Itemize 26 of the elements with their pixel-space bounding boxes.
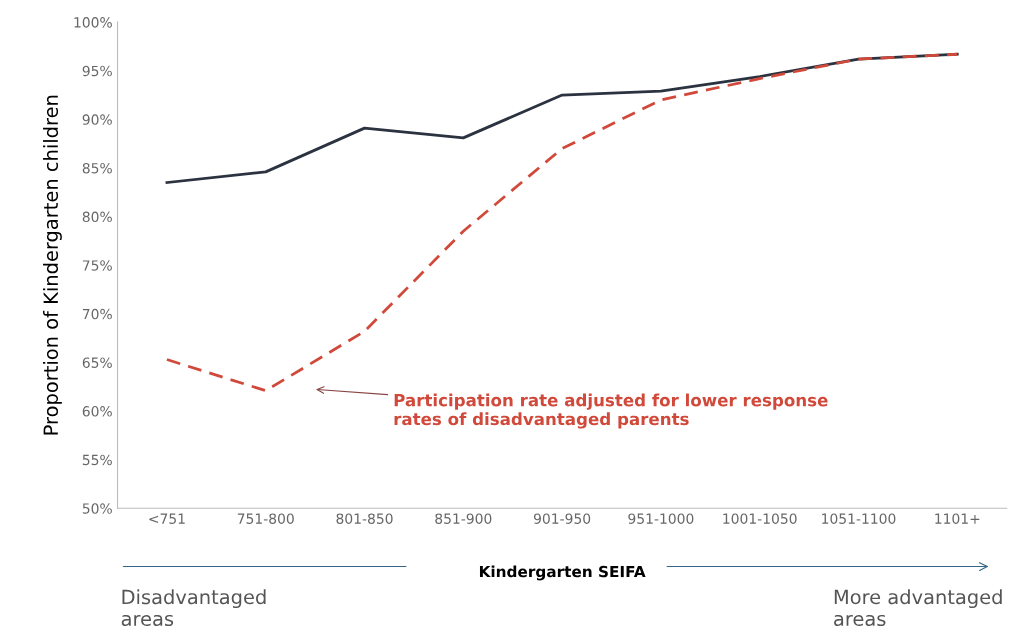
x-tick-label: 1101+ bbox=[935, 513, 980, 524]
x-tick-label: 1051-1100 bbox=[822, 513, 896, 524]
annotation: Participation rate adjusted for lower response rates of disadvantaged parents bbox=[394, 393, 828, 429]
y-tick-label: 65% bbox=[82, 357, 112, 368]
y-tick-label: 50% bbox=[82, 503, 112, 514]
y-tick-label: 60% bbox=[82, 406, 112, 417]
line-series bbox=[165, 52, 959, 393]
x-tick-label: 901-950 bbox=[533, 513, 591, 524]
x-axis-title: Kindergarten SEIFA bbox=[479, 565, 646, 581]
y-tick-label: 75% bbox=[82, 260, 112, 271]
x-tick-label: 801-850 bbox=[336, 513, 393, 524]
y-tick-label: 85% bbox=[82, 162, 112, 174]
x-tick-label: 751-800 bbox=[237, 513, 294, 524]
y-axis-title: Proportion of Kindergarten children bbox=[43, 95, 62, 435]
y-tick-label: 80% bbox=[82, 211, 112, 223]
x-tick-label: 851-900 bbox=[435, 513, 492, 524]
x-tick-label: 1001-1050 bbox=[723, 513, 797, 524]
y-tick-label: 55% bbox=[82, 454, 112, 466]
text: More advantaged areas bbox=[834, 589, 1002, 627]
y-tick-label: 70% bbox=[82, 308, 112, 320]
y-tick-label: 100% bbox=[74, 17, 112, 28]
x-tick-label: <751 bbox=[149, 513, 185, 524]
x-tick-label: 951-1000 bbox=[628, 513, 694, 524]
text: Disadvantaged areas bbox=[121, 589, 266, 627]
y-tick-label: 90% bbox=[82, 114, 112, 125]
y-tick-label: 95% bbox=[82, 65, 112, 77]
